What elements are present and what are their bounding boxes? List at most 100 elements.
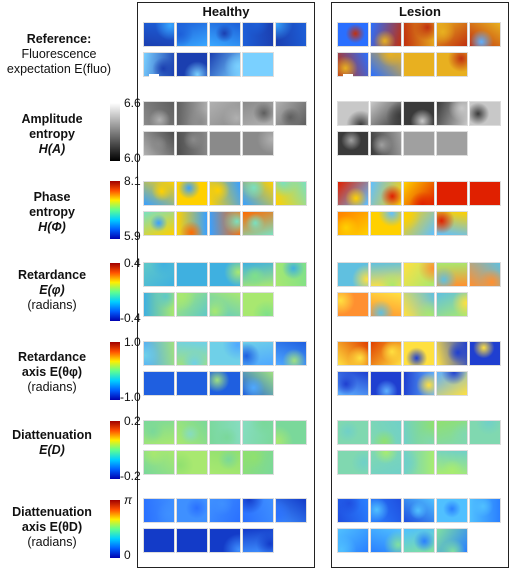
image-tile [403,341,435,366]
colorbar-amplitude-entropy-max: 6.6 [124,96,141,110]
image-tile [436,181,468,206]
image-tile [370,181,402,206]
image-tile [436,52,468,77]
label-diattenuation-axis-units: (radians) [27,535,77,549]
image-tile [370,498,402,523]
image-tile [337,101,369,126]
scale-bar [343,74,353,77]
image-tile [275,341,307,366]
label-retardance-axis-symbol: axis E(θφ) [21,365,83,379]
image-tile [370,101,402,126]
label-retardance-axis-title: Retardance [17,350,87,364]
image-tile [370,371,402,396]
image-tile [403,371,435,396]
image-tile [143,262,175,287]
image-tile [176,262,208,287]
image-tile [242,52,274,77]
label-diattenuation-symbol: E(D) [39,443,65,457]
image-tile [209,498,241,523]
image-tile [337,131,369,156]
image-tile [209,22,241,47]
image-tile [209,211,241,236]
image-tile [403,528,435,553]
image-tile [176,131,208,156]
image-tile [242,450,274,475]
colorbar-retardance [110,263,120,321]
image-tile [403,211,435,236]
image-tile [275,181,307,206]
image-tile [176,371,208,396]
image-tile [209,131,241,156]
label-amplitude-entropy-title: Amplitude [21,112,83,126]
colorbar-diattenuation [110,421,120,479]
image-tile [143,341,175,366]
image-tile [242,22,274,47]
label-diattenuation-axis-symbol: axis E(θD) [21,520,83,534]
image-tile [370,131,402,156]
image-tile [469,22,501,47]
image-tile [143,528,175,553]
image-tile [403,450,435,475]
image-tile [209,341,241,366]
image-tile [242,498,274,523]
colorbar-retardance-min: -0.4 [120,311,141,325]
image-tile [403,181,435,206]
image-tile [337,22,369,47]
image-tile [143,498,175,523]
image-tile [143,131,175,156]
image-tile [436,528,468,553]
image-tile [436,420,468,445]
label-diattenuation-title: Diattenuation [12,428,92,442]
image-tile [176,420,208,445]
image-tile [209,420,241,445]
image-tile [403,262,435,287]
image-tile [143,420,175,445]
image-tile [275,22,307,47]
image-tile [143,181,175,206]
image-tile [176,498,208,523]
image-tile [209,292,241,317]
label-retardance-axis: Retardance axis E(θφ) (radians) [0,350,104,395]
image-tile [242,528,274,553]
label-diattenuation: Diattenuation E(D) [0,428,104,458]
image-tile [176,292,208,317]
label-retardance: Retardance E(φ) (radians) [0,268,104,313]
image-tile [403,292,435,317]
image-tile [370,292,402,317]
label-phase-entropy: Phase entropy H(Φ) [0,190,104,235]
label-retardance-symbol: E(φ) [39,283,65,297]
image-tile [403,498,435,523]
healthy-panel-frame [137,2,315,568]
colorbar-retardance-axis [110,342,120,400]
lesion-panel-title: Lesion [399,4,441,19]
label-phase-entropy-title: Phase [33,190,71,204]
colorbar-retardance-axis-min: -1.0 [120,390,141,404]
image-tile [370,450,402,475]
colorbar-retardance-max: 0.4 [124,256,141,270]
image-tile [436,498,468,523]
image-tile [337,181,369,206]
image-tile [436,131,468,156]
image-tile [436,292,468,317]
colorbar-diattenuation-max: 0.2 [124,414,141,428]
image-tile [403,131,435,156]
image-tile [209,528,241,553]
image-tile [176,450,208,475]
image-tile [143,22,175,47]
image-tile [337,450,369,475]
image-tile [337,528,369,553]
image-tile [176,52,208,77]
label-diattenuation-axis: Diattenuation axis E(θD) (radians) [0,505,104,550]
image-tile [209,450,241,475]
label-retardance-title: Retardance [17,268,87,282]
image-tile [337,371,369,396]
image-tile [337,52,369,77]
lesion-panel-frame [331,2,509,568]
colorbar-phase-entropy-min: 5.9 [124,229,141,243]
image-tile [370,262,402,287]
image-tile [242,181,274,206]
image-tile [176,181,208,206]
image-tile [176,211,208,236]
image-tile [337,420,369,445]
image-tile [242,371,274,396]
